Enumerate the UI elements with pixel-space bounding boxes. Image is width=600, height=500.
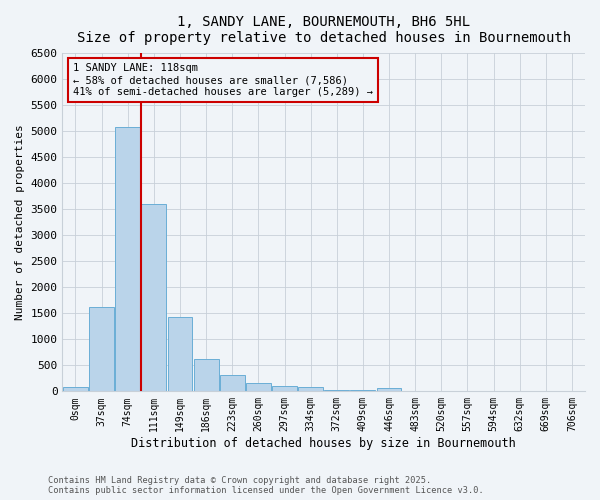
Text: 1 SANDY LANE: 118sqm
← 58% of detached houses are smaller (7,586)
41% of semi-de: 1 SANDY LANE: 118sqm ← 58% of detached h… [73,64,373,96]
Bar [142,204,166,392]
Y-axis label: Number of detached properties: Number of detached properties [15,124,25,320]
Bar [167,318,193,392]
Bar [115,126,140,392]
Title: 1, SANDY LANE, BOURNEMOUTH, BH6 5HL
Size of property relative to detached houses: 1, SANDY LANE, BOURNEMOUTH, BH6 5HL Size… [77,15,571,45]
Bar [220,375,245,392]
X-axis label: Distribution of detached houses by size in Bournemouth: Distribution of detached houses by size … [131,437,516,450]
Text: Contains HM Land Registry data © Crown copyright and database right 2025.
Contai: Contains HM Land Registry data © Crown c… [48,476,484,495]
Bar [272,386,297,392]
Bar [325,390,349,392]
Bar [377,388,401,392]
Bar [194,359,218,392]
Bar [350,390,376,392]
Bar [89,307,114,392]
Bar [63,388,88,392]
Bar [246,383,271,392]
Bar [298,388,323,392]
